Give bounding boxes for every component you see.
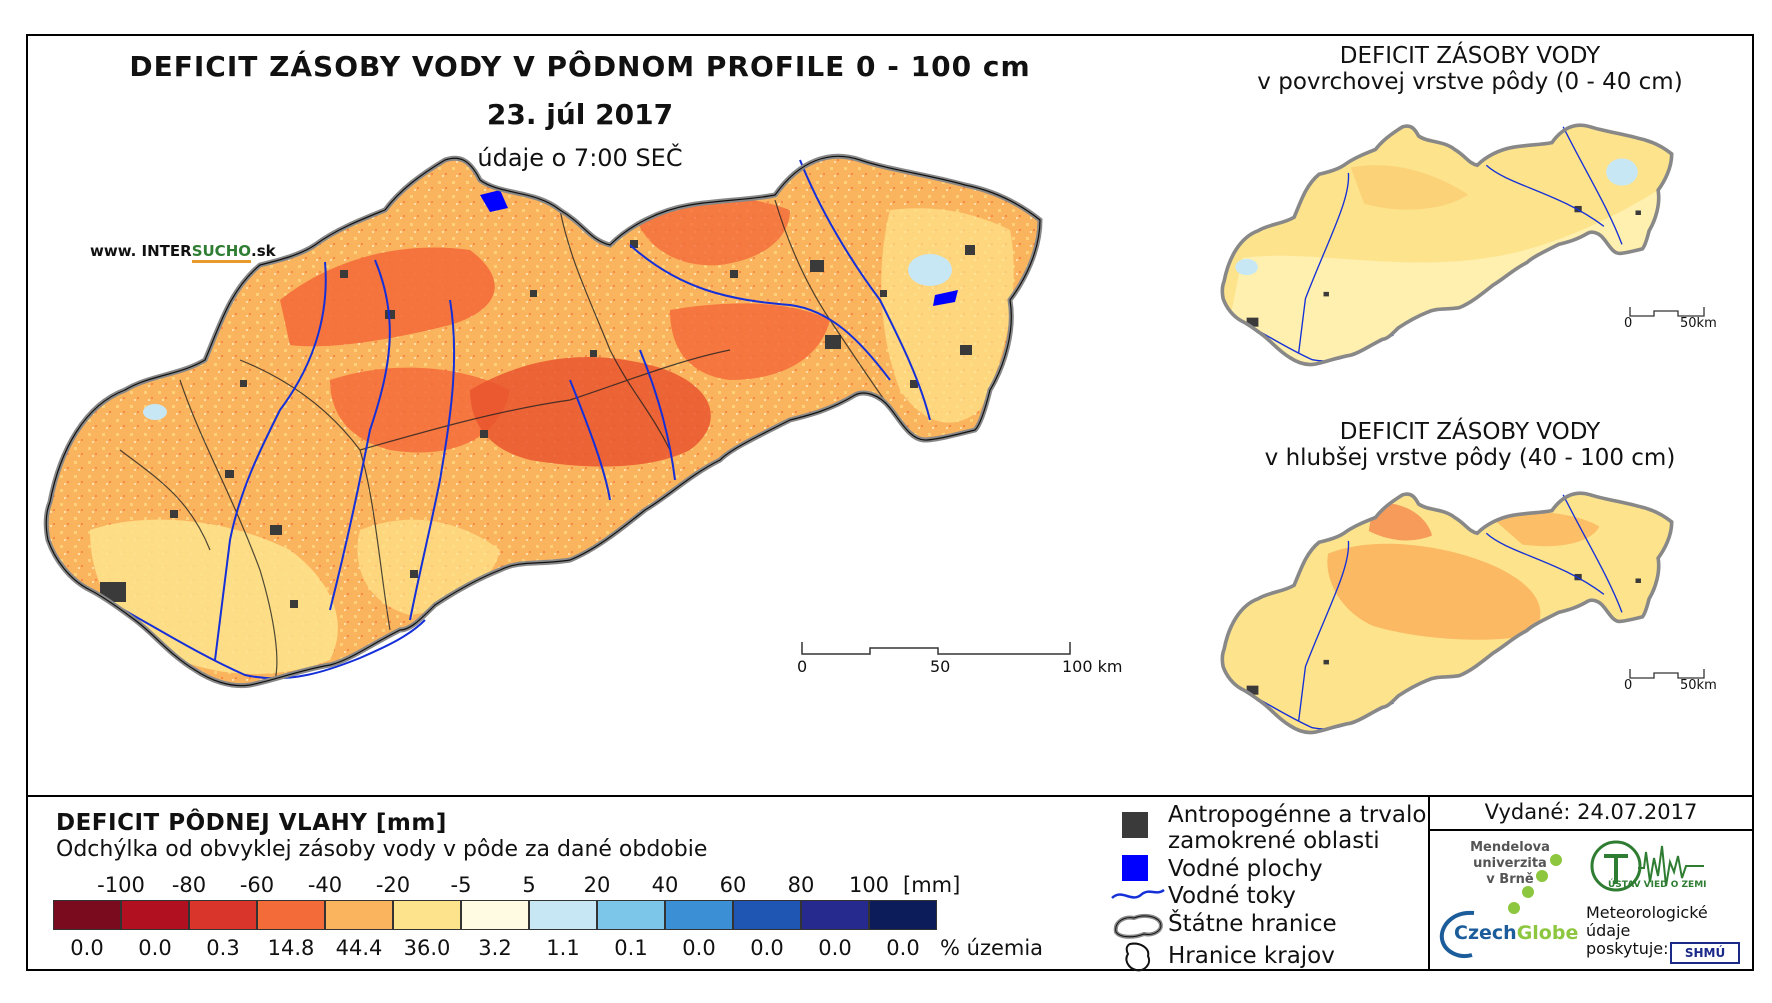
issued-date: Vydané: 24.07.2017	[1484, 800, 1698, 824]
legend-percent-8: 0.1	[614, 936, 648, 960]
main-map	[43, 153, 1043, 689]
website-link[interactable]: www. INTERSUCHO.sk	[90, 242, 276, 263]
bottom-inset-scale-bar	[1629, 669, 1705, 679]
legend-percent-10: 0.0	[750, 936, 784, 960]
main-scale-label-50: 50	[930, 657, 951, 676]
bottom-inset-scale-end: 50km	[1680, 678, 1717, 693]
map-date: 23. júl 2017	[486, 98, 674, 131]
czechglobe-logo-text: CzechGlobe	[1454, 922, 1579, 944]
legend-swatch-5	[393, 900, 461, 930]
key-state-border: Štátne hranice	[1168, 911, 1337, 937]
legend-swatch-7	[529, 900, 597, 930]
legend-bound-10: 80	[787, 873, 815, 897]
ustav-logo-text: ÚSTAV VIED O ZEMI	[1608, 880, 1707, 890]
top-inset-scale-end: 50km	[1680, 316, 1717, 331]
legend-swatch-1	[121, 900, 189, 930]
legend-swatch-3	[257, 900, 325, 930]
river-symbol	[1111, 888, 1165, 899]
region-border-symbol	[1125, 942, 1150, 972]
legend-swatch-11	[801, 900, 869, 930]
issued-divider	[1428, 829, 1754, 831]
main-scale-label-0: 0	[797, 657, 808, 676]
main-scale-label-100: 100 km	[1062, 657, 1123, 676]
key-rivers: Vodné toky	[1168, 883, 1296, 909]
bottom-inset-map	[1220, 491, 1674, 735]
main-title: DEFICIT ZÁSOBY VODY V PÔDNOM PROFILE 0 -…	[129, 50, 1031, 83]
bottom-inset-title-1: DEFICIT ZÁSOBY VODY	[1339, 419, 1601, 445]
time-note: údaje o 7:00 SEČ	[477, 144, 683, 172]
mendel-logo-text: Mendelova univerzita v Brně	[1470, 840, 1550, 887]
top-inset-scale-0: 0	[1624, 316, 1633, 331]
state-border-symbol	[1113, 913, 1163, 939]
top-inset-title-2: v povrchovej vrstve pôdy (0 - 40 cm)	[1257, 69, 1683, 95]
key-urban-line1: Antropogénne a trvalo	[1168, 802, 1427, 828]
bottom-inset-scale-0: 0	[1624, 678, 1633, 693]
legend-panel	[26, 795, 1754, 971]
legend-swatch-4	[325, 900, 393, 930]
legend-percent-4: 44.4	[335, 936, 383, 960]
legend-subtitle: Odchýlka od obvyklej zásoby vody v pôde …	[56, 837, 708, 862]
legend-percent-11: 0.0	[818, 936, 852, 960]
bottom-inset-title-2: v hlubšej vrstve pôdy (40 - 100 cm)	[1264, 445, 1676, 471]
issued-panel	[1428, 795, 1754, 971]
legend-swatch-9	[665, 900, 733, 930]
legend-swatch-0	[53, 900, 121, 930]
key-water-bodies: Vodné plochy	[1168, 856, 1323, 882]
legend-percent-3: 14.8	[267, 936, 315, 960]
legend-percent-2: 0.3	[206, 936, 240, 960]
legend-bound-9: 60	[719, 873, 747, 897]
meteo-provider-text: Meteorologické údaje poskytuje:	[1586, 903, 1708, 958]
legend-bound-2: -60	[239, 873, 275, 897]
legend-percent-5: 36.0	[403, 936, 451, 960]
top-inset-scale-bar	[1629, 307, 1705, 317]
legend-unit: [mm]	[903, 873, 961, 897]
legend-percent-9: 0.0	[682, 936, 716, 960]
key-urban-line2: zamokrené oblasti	[1168, 828, 1380, 854]
mendel-dots-icon	[1508, 854, 1562, 914]
legend-bound-5: -5	[450, 873, 472, 897]
legend-bound-11: 100	[848, 873, 890, 897]
water-body-symbol	[1122, 855, 1148, 881]
legend-bound-0: -100	[97, 873, 145, 897]
legend-swatch-6	[461, 900, 529, 930]
legend-swatch-10	[733, 900, 801, 930]
legend-bound-7: 20	[583, 873, 611, 897]
shmu-logo: SHMÚ	[1670, 942, 1740, 964]
legend-percent-1: 0.0	[138, 936, 172, 960]
czechglobe-arc-icon	[1439, 910, 1475, 958]
legend-bound-6: 5	[522, 873, 536, 897]
legend-swatch-2	[189, 900, 257, 930]
legend-percent-6: 3.2	[478, 936, 512, 960]
ustav-logo-icon	[1590, 840, 1704, 892]
legend-percent-label: % územia	[940, 936, 1044, 960]
legend-bound-3: -40	[307, 873, 343, 897]
legend-bound-1: -80	[171, 873, 207, 897]
legend-swatch-8	[597, 900, 665, 930]
top-inset-map	[1220, 123, 1674, 367]
legend-bound-4: -20	[375, 873, 411, 897]
legend-percent-0: 0.0	[70, 936, 104, 960]
legend-percent-7: 1.1	[546, 936, 580, 960]
legend-bound-8: 40	[651, 873, 679, 897]
legend-percent-12: 0.0	[886, 936, 920, 960]
top-inset-title-1: DEFICIT ZÁSOBY VODY	[1339, 43, 1601, 69]
legend-title: DEFICIT PÔDNEJ VLAHY [mm]	[56, 810, 447, 836]
key-regions: Hranice krajov	[1168, 943, 1335, 969]
urban-area-symbol	[1122, 812, 1148, 838]
main-scale-bar	[801, 642, 1071, 655]
legend-swatch-12	[869, 900, 937, 930]
